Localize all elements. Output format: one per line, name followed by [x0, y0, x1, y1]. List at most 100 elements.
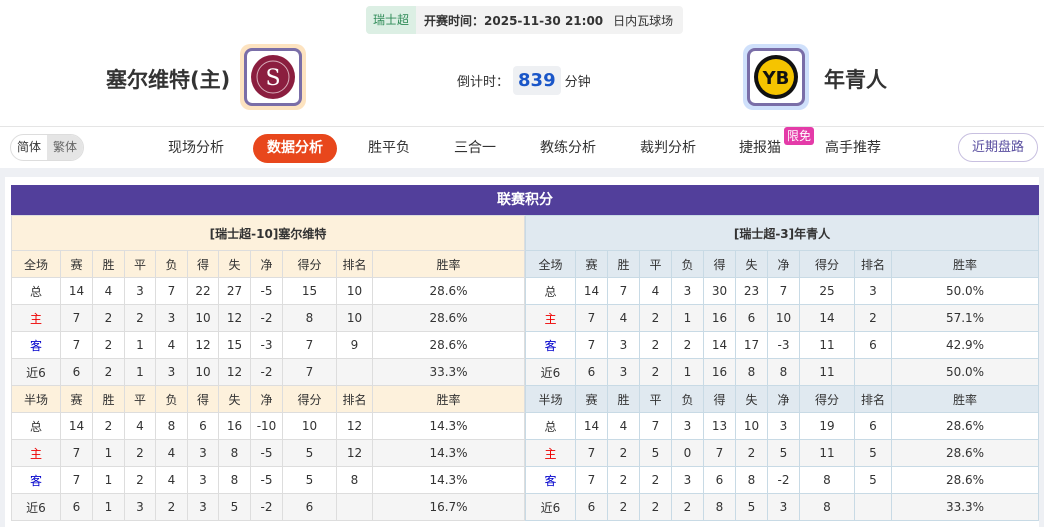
stat-cell: 7 [60, 466, 93, 494]
stat-cell: 14 [799, 304, 855, 332]
stat-cell: 4 [124, 412, 156, 440]
column-header: 全场 [525, 250, 576, 278]
stat-cell: 10 [767, 304, 800, 332]
standings-title: 联赛积分 [11, 185, 1039, 215]
table-row: 主 7 1 2 4 3 8 -5 5 12 14.3% [11, 439, 525, 467]
stat-cell: 5 [282, 466, 337, 494]
stat-cell: 3 [767, 493, 800, 521]
column-header: 负 [155, 385, 188, 413]
venue: 日内瓦球场 [613, 13, 674, 28]
stat-cell: 28.6% [372, 304, 525, 332]
stat-cell: 12 [187, 331, 219, 359]
stat-cell: 2 [607, 493, 640, 521]
stat-cell: 12 [218, 358, 251, 386]
tab-data-analysis[interactable]: 数据分析 [253, 134, 337, 163]
lang-simplified[interactable]: 简体 [17, 140, 42, 154]
stat-cell: 14 [575, 412, 608, 440]
stat-cell: 8 [767, 358, 800, 386]
column-header: 得 [703, 385, 736, 413]
home-team-logo[interactable]: S [240, 44, 306, 110]
stat-cell: 57.1% [891, 304, 1039, 332]
stat-cell: 15 [218, 331, 251, 359]
stat-cell: 16.7% [372, 493, 525, 521]
column-header: 胜率 [891, 385, 1039, 413]
stat-cell: 5 [735, 493, 768, 521]
column-header: 胜 [607, 385, 640, 413]
stat-cell: 28.6% [372, 277, 525, 305]
stat-cell: 10 [735, 412, 768, 440]
stat-cell: 14 [60, 412, 93, 440]
stat-cell: 6 [854, 331, 892, 359]
stat-cell: 23 [735, 277, 768, 305]
column-header: 得 [187, 385, 219, 413]
servette-crest-icon: S [251, 55, 295, 99]
league-label[interactable]: 瑞士超 [366, 6, 417, 34]
stat-cell: 7 [575, 466, 608, 494]
tab-expert-picks[interactable]: 高手推荐 [825, 140, 881, 156]
column-header: 胜 [92, 385, 125, 413]
free-badge: 限免 [784, 127, 815, 145]
stat-cell: 2 [92, 304, 125, 332]
tab-referee-analysis[interactable]: 裁判分析 [640, 140, 696, 156]
column-header: 胜 [607, 250, 640, 278]
home-standings-table: [瑞士超-10]塞尔维特 全场赛胜平负得失净得分 排名 胜率总 14 4 3 7 22 27 -5 1… [11, 215, 525, 521]
stat-cell: 3 [187, 439, 219, 467]
stat-cell: 14.3% [372, 466, 525, 494]
stat-cell [854, 358, 892, 386]
column-header: 平 [639, 385, 672, 413]
tab-jiebaomao[interactable]: 捷报猫 [739, 140, 781, 156]
column-header: 得 [187, 250, 219, 278]
stat-cell: 3 [187, 466, 219, 494]
stat-cell: 5 [639, 439, 672, 467]
table-row: 主 7 2 2 3 10 12 -2 8 10 28.6% [11, 304, 525, 332]
column-header: 失 [735, 385, 768, 413]
table-row: 近6 6 2 1 3 10 12 -2 7 33.3% [11, 358, 525, 386]
column-header: 负 [671, 250, 704, 278]
stat-cell: 1 [671, 304, 704, 332]
stat-cell: 7 [60, 331, 93, 359]
lang-traditional[interactable]: 繁体 [47, 135, 84, 160]
stat-cell: -5 [250, 277, 283, 305]
stat-cell: 10 [187, 358, 219, 386]
stat-cell: 19 [799, 412, 855, 440]
home-team-name[interactable]: 塞尔维特(主) [106, 68, 231, 92]
recent-odds-button[interactable]: 近期盘路 [958, 133, 1038, 162]
stat-cell: 7 [155, 277, 188, 305]
stat-cell: 2 [854, 304, 892, 332]
away-team-name[interactable]: 年青人 [824, 68, 887, 92]
column-header: 排名 [336, 250, 373, 278]
table-row: 客 7 2 1 4 12 15 -3 7 9 28.6% [11, 331, 525, 359]
tab-three-in-one[interactable]: 三合一 [454, 140, 496, 156]
away-team-logo[interactable]: YB [743, 44, 809, 110]
column-header: 负 [155, 250, 188, 278]
stat-cell: 4 [155, 439, 188, 467]
tab-win-draw-loss[interactable]: 胜平负 [368, 140, 410, 156]
stat-cell: 5 [854, 466, 892, 494]
stat-cell: 28.6% [891, 439, 1039, 467]
stat-cell: 14 [703, 331, 736, 359]
tab-live-analysis[interactable]: 现场分析 [168, 140, 224, 156]
stat-cell: 8 [336, 466, 373, 494]
match-info-bar: 瑞士超 开赛时间：2025-11-30 21:00 日内瓦球场 [366, 6, 683, 34]
stat-cell: 8 [799, 493, 855, 521]
stat-cell: 42.9% [891, 331, 1039, 359]
stat-cell: 9 [336, 331, 373, 359]
row-label: 近6 [525, 493, 576, 521]
row-label: 客 [525, 331, 576, 359]
stat-cell: 2 [124, 304, 156, 332]
stat-cell: 11 [799, 331, 855, 359]
column-header: 半场 [11, 385, 61, 413]
stat-cell: 15 [282, 277, 337, 305]
stat-cell: 1 [671, 358, 704, 386]
countdown-value: 839 [513, 66, 561, 95]
stat-cell: 33.3% [891, 493, 1039, 521]
column-header: 得分 [799, 385, 855, 413]
tab-coach-analysis[interactable]: 教练分析 [540, 140, 596, 156]
stat-cell: 2 [639, 466, 672, 494]
caption-row: [瑞士超-3]年青人 [525, 215, 1039, 251]
column-header: 排名 [336, 385, 373, 413]
column-header: 得分 [282, 385, 337, 413]
svg-text:S: S [265, 66, 280, 91]
stat-cell: 6 [575, 493, 608, 521]
language-toggle[interactable]: 简体 繁体 [10, 134, 85, 161]
